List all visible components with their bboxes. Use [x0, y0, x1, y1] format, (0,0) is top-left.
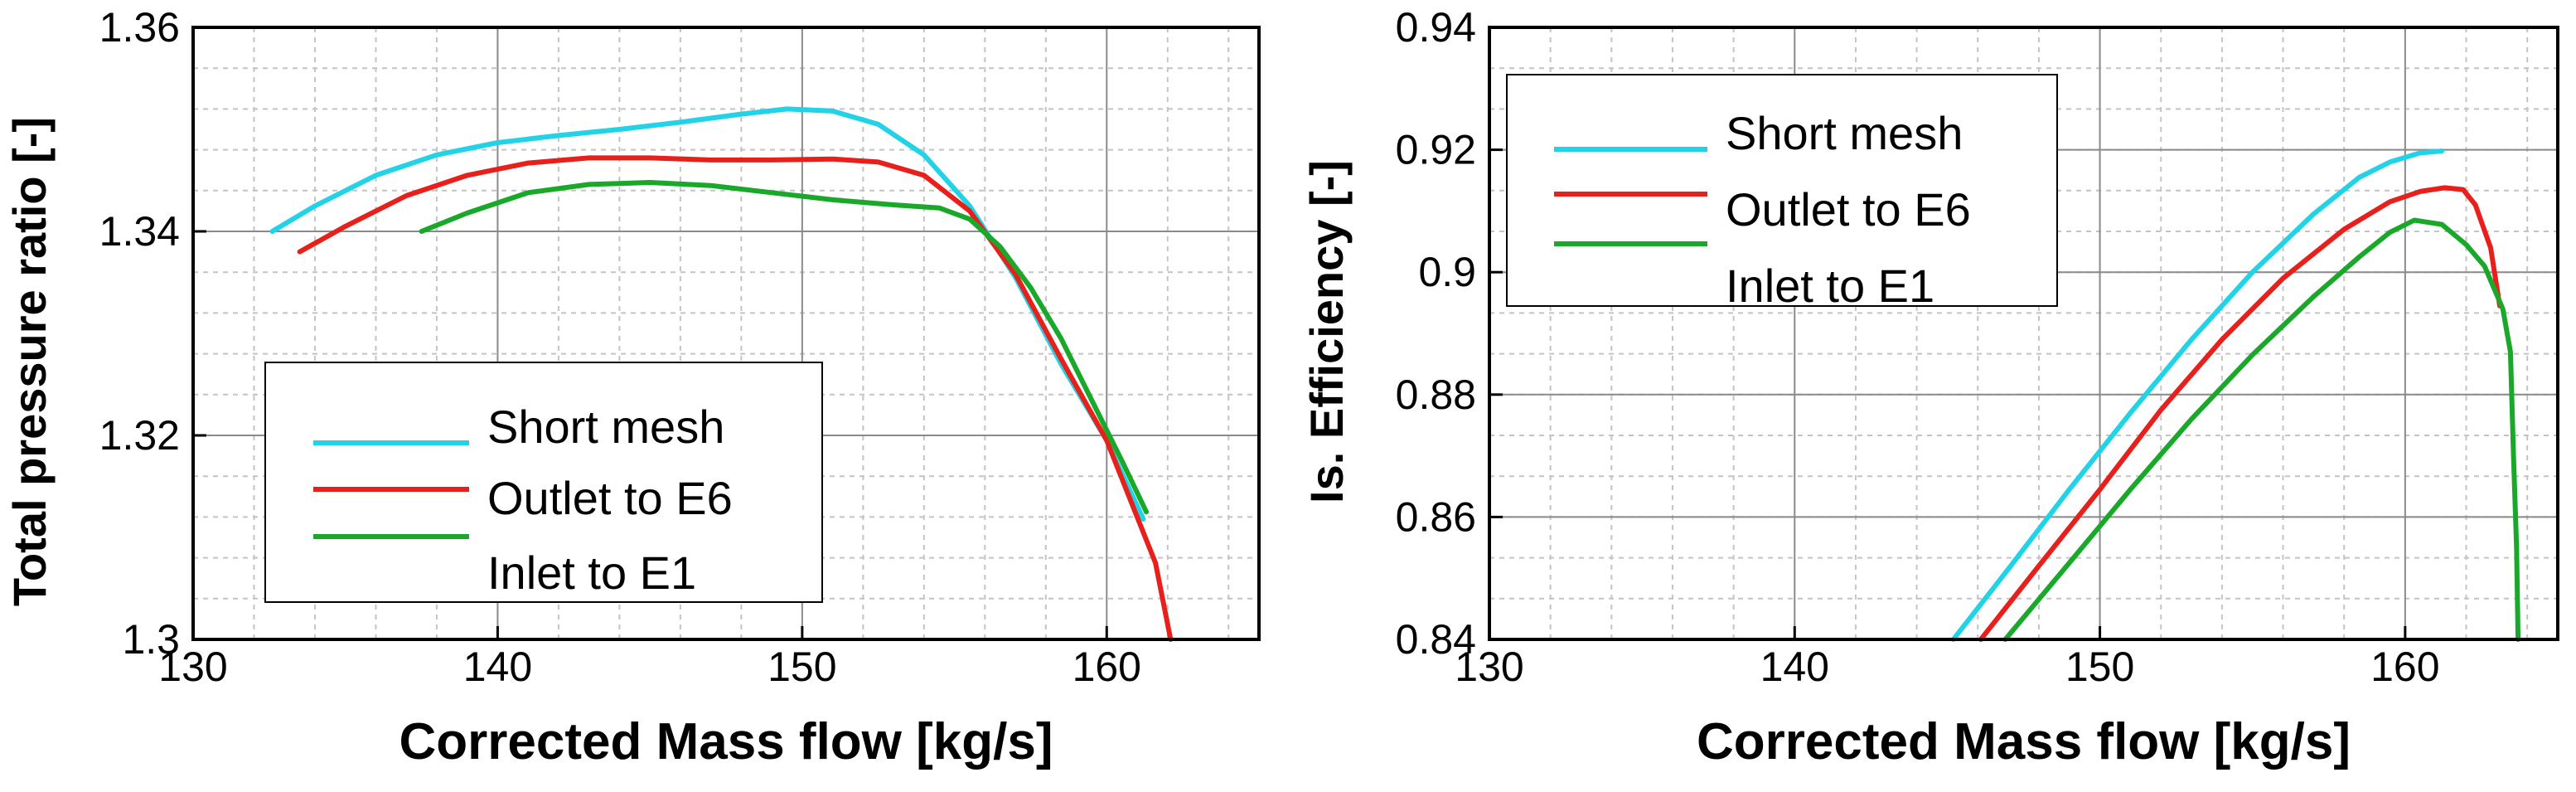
x-tick-label: 160: [1073, 644, 1141, 690]
legend-label-1: Outlet to E6: [487, 472, 733, 524]
plot-frame: [191, 26, 1261, 641]
y-tick-label: 1.36: [99, 4, 180, 51]
y-tick-label: 0.9: [1418, 249, 1476, 295]
chart-pressure-ratio: 130 140 150 160 1.3 1.32 1.34 1.36 Corrected Mas…: [3, 4, 1261, 770]
y-tick-label: 0.94: [1396, 4, 1476, 51]
legend-box: [1506, 74, 2058, 307]
x-tick-label: 140: [463, 644, 532, 690]
series-line-1: [1978, 185, 2502, 642]
plot-frame: [1488, 26, 2559, 641]
series-line-1: [297, 155, 1174, 642]
series-line-2: [419, 180, 1150, 515]
x-axis-label: Corrected Mass flow [kg/s]: [1697, 713, 2351, 770]
x-tick-label: 140: [1760, 644, 1829, 690]
y-tick-label: 0.84: [1396, 616, 1476, 663]
y-tick-label: 0.88: [1396, 372, 1476, 418]
series-line-0: [1950, 148, 2445, 642]
y-tick-label: 0.86: [1396, 493, 1476, 540]
legend-label-1: Outlet to E6: [1726, 183, 1971, 236]
x-tick-label: 160: [2370, 644, 2439, 690]
x-tick-label: 130: [1455, 644, 1523, 690]
y-tick-label: 1.34: [99, 208, 180, 255]
y-tick-label: 1.32: [99, 412, 180, 459]
chart-efficiency: 130 140 150 160 0.84 0.86 0.88 0.9 0.92 0.94 Corre…: [1300, 4, 2559, 770]
legend-label-2: Inlet to E1: [487, 547, 696, 599]
y-tick-label: 0.92: [1396, 127, 1476, 173]
x-tick-label: 150: [2065, 644, 2134, 690]
x-tick-label: 130: [158, 644, 227, 690]
legend-label-0: Short mesh: [1726, 107, 1963, 159]
y-tick-label: 1.3: [122, 616, 180, 663]
x-tick-label: 150: [767, 644, 836, 690]
y-axis-label: Is. Efficiency [-]: [1300, 160, 1353, 503]
legend-label-0: Short mesh: [487, 401, 724, 453]
legend-box: [264, 362, 823, 603]
series-line-2: [2002, 217, 2521, 642]
legend-label-2: Inlet to E1: [1726, 260, 1934, 312]
x-axis-label: Corrected Mass flow [kg/s]: [399, 713, 1053, 770]
y-axis-label: Total pressure ratio [-]: [3, 117, 56, 606]
